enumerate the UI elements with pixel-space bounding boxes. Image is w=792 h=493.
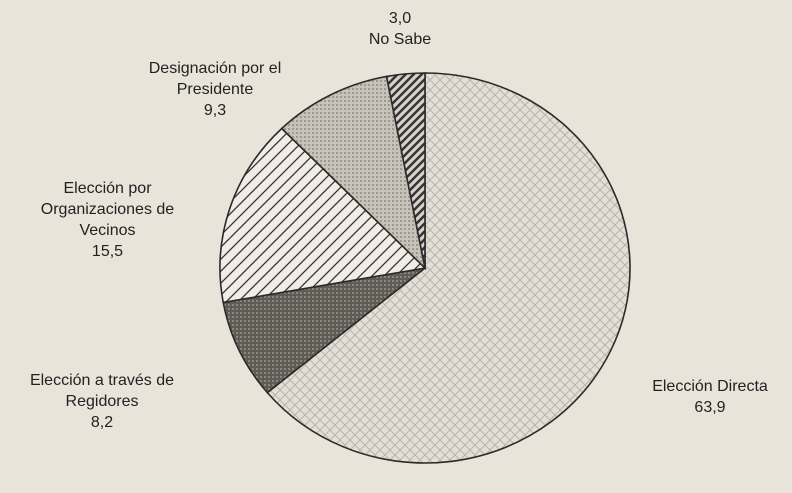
label-4: 3,0 No Sabe [350, 8, 450, 50]
label-1: Elección a través de Regidores 8,2 [2, 370, 202, 433]
pie-slice [219, 127, 427, 304]
slice-label: No Sabe [368, 31, 432, 48]
slice-label: Elección por Organizaciones de Vecinos [40, 180, 175, 239]
label-0: Elección Directa 63,9 [620, 376, 792, 418]
slice-label: Designación por el Presidente [148, 60, 282, 98]
pie-slice [385, 72, 426, 269]
slice-label: Elección a través de Regidores [29, 372, 175, 410]
value-label: 63,9 [694, 399, 726, 416]
value-label: 8,2 [90, 414, 114, 431]
label-2: Elección por Organizaciones de Vecinos 15… [20, 178, 195, 262]
value-label: 9,3 [203, 102, 227, 119]
pie-slice [280, 75, 427, 271]
pie-slice [222, 267, 426, 394]
label-3: Designación por el Presidente 9,3 [120, 58, 310, 121]
pie-slice [266, 72, 631, 464]
value-label: 15,5 [91, 243, 124, 260]
value-label: 3,0 [388, 10, 412, 27]
slice-label: Elección Directa [652, 378, 768, 395]
